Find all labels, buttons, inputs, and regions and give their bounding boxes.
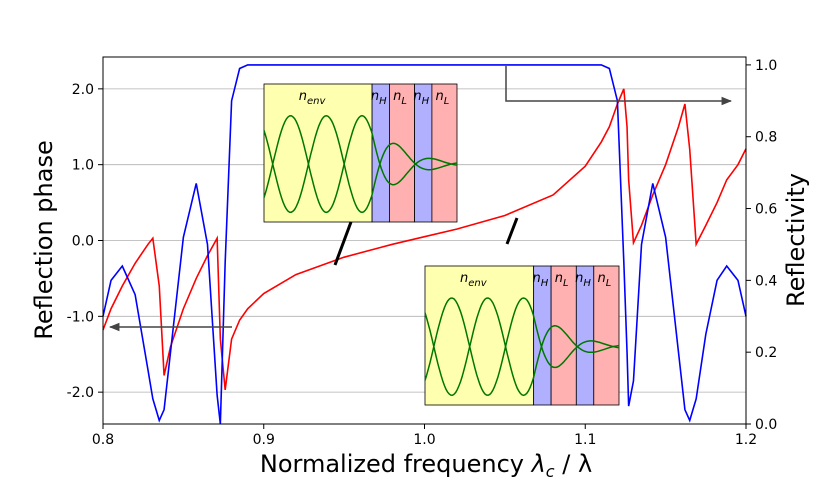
layer-subscript: env [307, 96, 326, 107]
layer-subscript: L [401, 96, 407, 107]
inset-layer-label: nH [575, 271, 591, 289]
y2-tick-label: 0.0 [755, 417, 777, 433]
layer-subscript: H [541, 278, 549, 289]
x-tick-label: 0.9 [253, 432, 275, 448]
inset-layer-label: nL [436, 89, 450, 107]
layer-symbol: n [371, 89, 379, 104]
y-tick-label: 1.0 [72, 158, 94, 174]
inset-layer [593, 265, 620, 406]
inset-layer-label: nL [597, 271, 611, 289]
y2-tick-label: 0.4 [755, 273, 777, 289]
inset-layer-label: nenv [460, 271, 488, 289]
inset-field-curve [263, 114, 458, 214]
y2-tick-label: 0.2 [755, 345, 777, 361]
inset-layer-label: nL [555, 271, 569, 289]
layer-symbol: n [299, 89, 307, 104]
y2-tick-label: 0.6 [755, 202, 777, 218]
inset-connector [333, 221, 353, 266]
layer-symbol: n [555, 271, 563, 286]
layer-symbol: n [413, 89, 421, 104]
layer-symbol: n [597, 271, 605, 286]
x-tick-label: 1.0 [413, 432, 435, 448]
inset-layer-label: nL [393, 89, 407, 107]
series-line [102, 64, 747, 425]
layer-subscript: H [379, 96, 387, 107]
inset-field-curve [424, 297, 620, 397]
inset: nenv nH nL nH nL [263, 83, 458, 223]
inset-layer [431, 83, 458, 223]
layer-symbol: n [532, 271, 540, 286]
layer-symbol: n [575, 271, 583, 286]
series-line [102, 88, 747, 390]
inset-layer-label: nH [371, 89, 387, 107]
y2-axis-label: Reflectivity [782, 173, 810, 307]
inset-layer [389, 83, 415, 223]
x-tick-label: 0.8 [92, 432, 114, 448]
y-tick-label: -1.0 [67, 309, 94, 325]
layer-subscript: L [563, 278, 569, 289]
plot-frame [102, 56, 747, 425]
inset-layer-label: nH [413, 89, 429, 107]
x-axis-label: Normalized frequency λc / λ [260, 450, 592, 481]
inset-layer [550, 265, 577, 406]
layer-symbol: n [436, 89, 444, 104]
layer-subscript: L [444, 96, 450, 107]
y2-tick-label: 0.8 [755, 130, 777, 146]
layer-subscript: env [468, 278, 487, 289]
x-tick-label: 1.1 [574, 432, 596, 448]
inset-layer-label: nH [532, 271, 548, 289]
inset-field-curve [263, 115, 458, 214]
y-axis-label: Reflection phase [30, 140, 58, 339]
y-tick-label: -2.0 [67, 385, 94, 401]
x-tick-label: 1.2 [735, 432, 757, 448]
inset-field-curve [424, 297, 620, 396]
y2-tick-label: 1.0 [755, 58, 777, 74]
layer-subscript: H [422, 96, 430, 107]
layer-symbol: n [460, 271, 468, 286]
y-tick-label: 2.0 [72, 82, 94, 98]
layer-subscript: L [606, 278, 612, 289]
inset: nenv nH nL nH nL [424, 265, 620, 406]
layer-symbol: n [393, 89, 401, 104]
layer-subscript: H [583, 278, 591, 289]
inset-layer-label: nenv [299, 89, 327, 107]
y-tick-label: 0.0 [72, 234, 94, 250]
inset-connector [505, 217, 519, 245]
reflectivity-arrow [505, 66, 733, 106]
